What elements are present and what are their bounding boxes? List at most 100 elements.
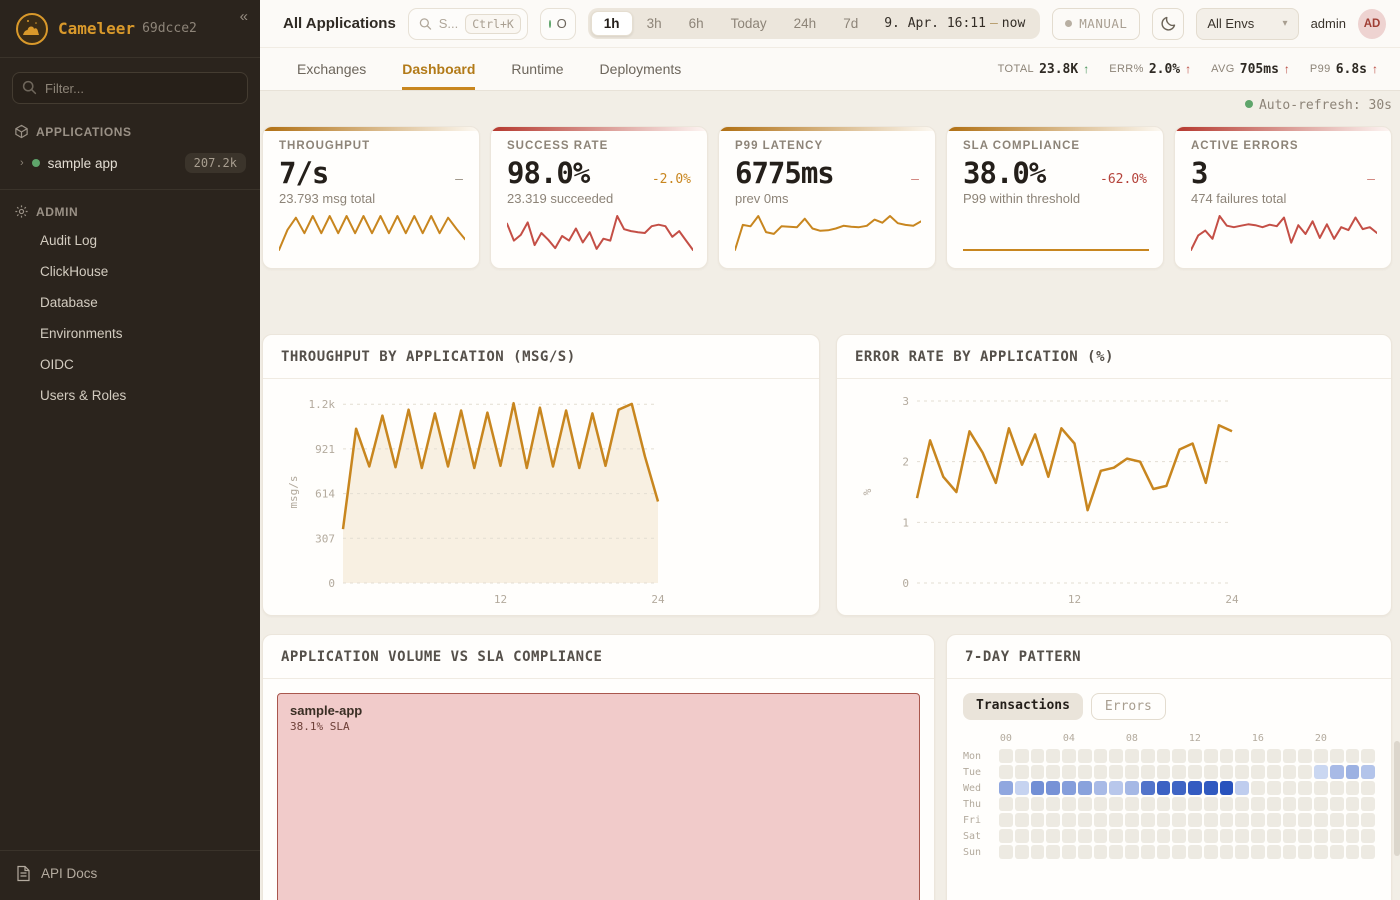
sidebar-item-oidc[interactable]: OIDC xyxy=(40,357,74,372)
heatmap-cell[interactable] xyxy=(1093,813,1108,827)
heatmap-cell[interactable] xyxy=(1345,749,1360,763)
heatmap-cell[interactable] xyxy=(1282,765,1297,779)
heatmap-cell[interactable] xyxy=(1062,749,1076,763)
heatmap-cell[interactable] xyxy=(1156,749,1171,763)
heatmap-cell[interactable] xyxy=(1046,765,1060,779)
heatmap-cell[interactable] xyxy=(1235,829,1249,843)
heatmap-cell[interactable] xyxy=(1251,845,1265,859)
heatmap-cell[interactable] xyxy=(1140,813,1155,827)
sidebar-item-database[interactable]: Database xyxy=(40,295,98,310)
heatmap-cell[interactable] xyxy=(1172,845,1186,859)
heatmap-cell[interactable] xyxy=(1077,749,1092,763)
heatmap-cell[interactable] xyxy=(1109,749,1123,763)
sidebar-collapse-icon[interactable]: « xyxy=(239,8,248,25)
heatmap-cell[interactable] xyxy=(1314,797,1328,811)
heatmap-cell[interactable] xyxy=(1203,829,1218,843)
heatmap-cell[interactable] xyxy=(1235,797,1249,811)
heatmap-cell[interactable] xyxy=(1062,765,1076,779)
heatmap-cell[interactable] xyxy=(1030,829,1045,843)
heatmap-cell[interactable] xyxy=(1219,749,1234,763)
time-range-7d[interactable]: 7d xyxy=(830,11,871,36)
tab-exchanges[interactable]: Exchanges xyxy=(297,60,367,77)
heatmap-cell[interactable] xyxy=(1046,749,1060,763)
heatmap-cell[interactable] xyxy=(1345,845,1360,859)
heatmap-cell[interactable] xyxy=(1361,829,1375,843)
heatmap-cell[interactable] xyxy=(1361,749,1375,763)
heatmap-cell[interactable] xyxy=(1077,765,1092,779)
heatmap-cell[interactable] xyxy=(1109,781,1123,795)
heatmap-cell[interactable] xyxy=(1172,829,1186,843)
heatmap-cell[interactable] xyxy=(1125,829,1139,843)
heatmap-cell[interactable] xyxy=(1282,797,1297,811)
tab-dashboard[interactable]: Dashboard xyxy=(402,48,476,90)
online-status-pill[interactable]: O xyxy=(539,7,576,40)
heatmap-cell[interactable] xyxy=(1109,765,1123,779)
heatmap-cell[interactable] xyxy=(1172,749,1186,763)
heatmap-cell[interactable] xyxy=(1361,781,1375,795)
heatmap-cell[interactable] xyxy=(1188,765,1202,779)
heatmap-cell[interactable] xyxy=(1125,781,1139,795)
heatmap-cell[interactable] xyxy=(1235,813,1249,827)
heatmap-cell[interactable] xyxy=(1172,765,1186,779)
heatmap-cell[interactable] xyxy=(1077,781,1092,795)
heatmap-cell[interactable] xyxy=(999,781,1013,795)
heatmap-cell[interactable] xyxy=(1329,781,1344,795)
heatmap-cell[interactable] xyxy=(1093,749,1108,763)
sidebar-item-clickhouse[interactable]: ClickHouse xyxy=(40,264,109,279)
heatmap-cell[interactable] xyxy=(1188,829,1202,843)
heatmap-cell[interactable] xyxy=(1282,845,1297,859)
heatmap-cell[interactable] xyxy=(1282,813,1297,827)
heatmap-cell[interactable] xyxy=(1203,765,1218,779)
heatmap-cell[interactable] xyxy=(1125,797,1139,811)
toggle-transactions[interactable]: Transactions xyxy=(963,693,1083,720)
heatmap-cell[interactable] xyxy=(1329,765,1344,779)
heatmap-cell[interactable] xyxy=(1251,765,1265,779)
heatmap-cell[interactable] xyxy=(1219,829,1234,843)
tab-runtime[interactable]: Runtime xyxy=(511,60,564,77)
heatmap-cell[interactable] xyxy=(1109,813,1123,827)
expand-chevron-icon[interactable]: › xyxy=(20,157,24,169)
heatmap-cell[interactable] xyxy=(1345,781,1360,795)
heatmap-cell[interactable] xyxy=(1329,845,1344,859)
global-search-input[interactable]: S... Ctrl+K xyxy=(407,7,528,40)
heatmap-cell[interactable] xyxy=(1314,781,1328,795)
time-range-1h[interactable]: 1h xyxy=(590,11,633,36)
heatmap-cell[interactable] xyxy=(1329,797,1344,811)
heatmap-cell[interactable] xyxy=(1140,749,1155,763)
heatmap-cell[interactable] xyxy=(1077,813,1092,827)
heatmap-cell[interactable] xyxy=(1046,813,1060,827)
heatmap-cell[interactable] xyxy=(1329,749,1344,763)
heatmap-cell[interactable] xyxy=(1235,845,1249,859)
heatmap-cell[interactable] xyxy=(1235,765,1249,779)
heatmap-cell[interactable] xyxy=(1156,765,1171,779)
heatmap-cell[interactable] xyxy=(999,765,1013,779)
heatmap-cell[interactable] xyxy=(999,813,1013,827)
heatmap-cell[interactable] xyxy=(999,829,1013,843)
custom-time-range[interactable]: 9. Apr. 16:11– now xyxy=(884,16,1026,31)
heatmap-cell[interactable] xyxy=(1188,781,1202,795)
heatmap-cell[interactable] xyxy=(1266,749,1281,763)
heatmap-cell[interactable] xyxy=(1172,797,1186,811)
heatmap-cell[interactable] xyxy=(1345,765,1360,779)
heatmap-cell[interactable] xyxy=(1219,813,1234,827)
time-range-3h[interactable]: 3h xyxy=(634,11,675,36)
heatmap-cell[interactable] xyxy=(1109,797,1123,811)
heatmap-cell[interactable] xyxy=(1014,829,1029,843)
heatmap-cell[interactable] xyxy=(1030,845,1045,859)
heatmap-cell[interactable] xyxy=(1219,765,1234,779)
heatmap-cell[interactable] xyxy=(1219,845,1234,859)
heatmap-cell[interactable] xyxy=(1266,829,1281,843)
heatmap-cell[interactable] xyxy=(1140,845,1155,859)
heatmap-cell[interactable] xyxy=(1361,797,1375,811)
heatmap-cell[interactable] xyxy=(1282,781,1297,795)
heatmap-cell[interactable] xyxy=(1251,749,1265,763)
heatmap-cell[interactable] xyxy=(1014,749,1029,763)
treemap-node-sample-app[interactable]: sample-app 38.1% SLA xyxy=(277,693,920,900)
heatmap-cell[interactable] xyxy=(1046,845,1060,859)
heatmap-cell[interactable] xyxy=(1219,797,1234,811)
heatmap-cell[interactable] xyxy=(1093,797,1108,811)
heatmap-cell[interactable] xyxy=(1329,829,1344,843)
heatmap-cell[interactable] xyxy=(1014,845,1029,859)
heatmap-cell[interactable] xyxy=(1077,845,1092,859)
heatmap-cell[interactable] xyxy=(1298,797,1312,811)
